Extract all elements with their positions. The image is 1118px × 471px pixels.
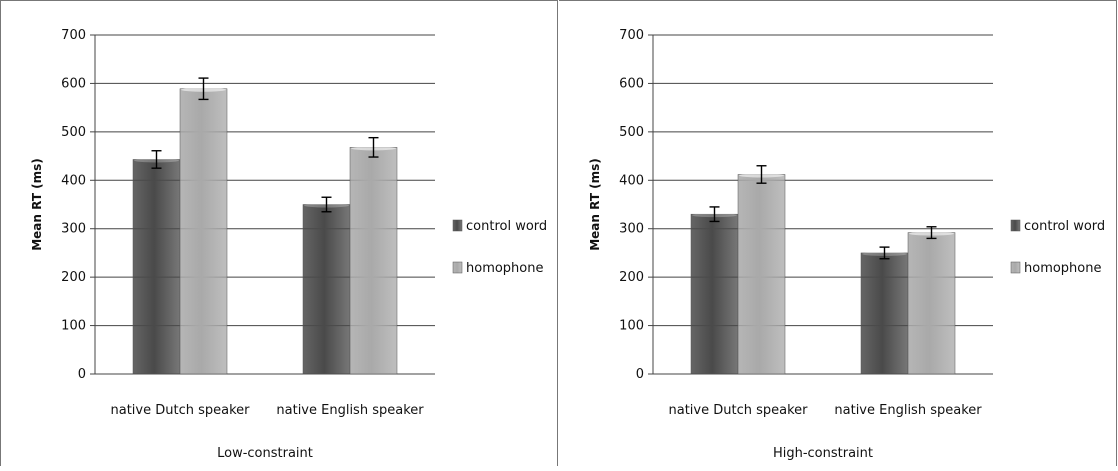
x-tick-label-native-english-speaker: native English speaker <box>834 403 982 418</box>
y-tick-label: 700 <box>61 28 86 43</box>
y-tick-label: 700 <box>619 28 644 43</box>
y-tick-label: 600 <box>61 76 86 91</box>
y-tick-label: 300 <box>61 222 86 237</box>
bar-homophone-native-dutch-speaker <box>179 88 228 375</box>
y-tick-label: 200 <box>61 270 86 285</box>
y-tick-label: 300 <box>619 222 644 237</box>
legend-label-control-word: control word <box>466 219 547 234</box>
legend-label-homophone: homophone <box>1024 261 1102 276</box>
y-tick-label: 400 <box>61 173 86 188</box>
y-tick-label: 100 <box>619 319 644 334</box>
chart-low-constraint: 0 100 200 300 400 500 600 700 native Dutch speak… <box>30 28 547 461</box>
x-axis-title: High-constraint <box>773 446 873 461</box>
y-axis-title: Mean RT (ms) <box>30 158 44 251</box>
chart-panel-high-constraint: 0 100 200 300 400 500 600 700 native Dutch speak… <box>559 0 1117 466</box>
y-tick-label: 100 <box>61 319 86 334</box>
chart-high-constraint: 0 100 200 300 400 500 600 700 native Dutch speak… <box>588 28 1105 461</box>
y-tick-label: 600 <box>619 76 644 91</box>
legend-label-homophone: homophone <box>466 261 544 276</box>
legend-swatch-control-word <box>1010 219 1021 232</box>
y-tick-label: 500 <box>619 125 644 140</box>
y-tick-label: 400 <box>619 173 644 188</box>
bar-homophone-native-english-speaker <box>349 147 398 375</box>
y-tick-label: 500 <box>61 125 86 140</box>
bar-homophone-native-dutch-speaker <box>737 174 786 375</box>
y-tick-label: 0 <box>78 367 86 382</box>
bar-control-word-native-dutch-speaker <box>132 159 181 375</box>
chart-panel-low-constraint: 0 100 200 300 400 500 600 700 native Dutch speak… <box>0 0 558 466</box>
x-axis-title: Low-constraint <box>217 446 313 461</box>
legend-swatch-control-word <box>452 219 463 232</box>
x-tick-label-native-english-speaker: native English speaker <box>276 403 424 418</box>
legend-swatch-homophone <box>1010 261 1021 274</box>
y-tick-label: 200 <box>619 270 644 285</box>
legend-label-control-word: control word <box>1024 219 1105 234</box>
x-tick-label-native-dutch-speaker: native Dutch speaker <box>110 403 250 418</box>
bar-control-word-native-english-speaker <box>302 204 351 375</box>
bar-control-word-native-dutch-speaker <box>690 213 739 375</box>
bar-control-word-native-english-speaker <box>860 252 909 375</box>
legend-swatch-homophone <box>452 261 463 274</box>
bar-homophone-native-english-speaker <box>907 232 956 375</box>
y-axis-title: Mean RT (ms) <box>588 158 602 251</box>
y-tick-label: 0 <box>636 367 644 382</box>
x-tick-label-native-dutch-speaker: native Dutch speaker <box>668 403 808 418</box>
